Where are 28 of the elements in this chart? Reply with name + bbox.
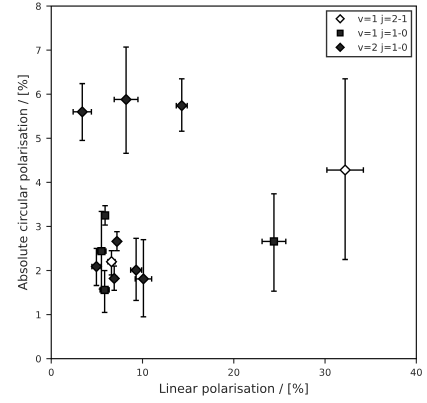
y-tick-label: 1 bbox=[36, 311, 41, 318]
y-tick-label: 6 bbox=[36, 90, 41, 98]
x-tick-label: 40 bbox=[410, 368, 422, 376]
x-axis-title: Linear polarisation / [%] bbox=[160, 383, 308, 396]
y-axis-title: Absolute circular polarisation / [%] bbox=[18, 75, 30, 290]
y-tick-label: 5 bbox=[36, 134, 41, 142]
point bbox=[76, 106, 88, 118]
x-tick-label: 20 bbox=[228, 368, 240, 376]
point bbox=[120, 94, 132, 106]
y-tick-label: 7 bbox=[36, 46, 41, 54]
y-tick-label: 3 bbox=[36, 222, 41, 230]
y-tick-label: 2 bbox=[36, 266, 41, 274]
y-tick-label: 8 bbox=[36, 2, 41, 10]
x-tick-label: 0 bbox=[48, 368, 54, 376]
point bbox=[340, 164, 351, 176]
point bbox=[130, 264, 142, 276]
x-tick-label: 30 bbox=[320, 368, 331, 376]
x-tick-label: 10 bbox=[137, 368, 148, 376]
y-tick-label: 0 bbox=[36, 355, 41, 362]
point bbox=[138, 273, 150, 284]
point bbox=[108, 272, 120, 284]
point bbox=[270, 237, 278, 246]
point bbox=[111, 236, 123, 248]
legend-label: v=2 j=1-0 bbox=[358, 43, 407, 53]
point bbox=[90, 260, 102, 272]
legend-label: v=1 j=1-0 bbox=[358, 29, 407, 38]
y-tick-label: 4 bbox=[36, 178, 41, 186]
legend-label: v=1 j=2-1 bbox=[358, 14, 407, 24]
